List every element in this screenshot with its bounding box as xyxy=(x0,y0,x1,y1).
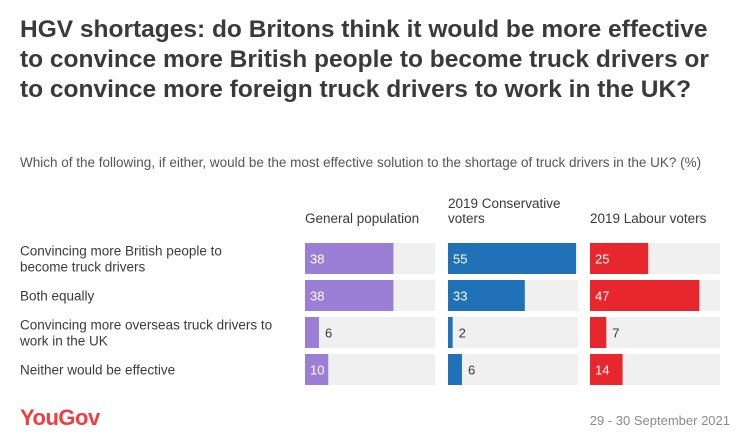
category-label: Convincing more overseas truck drivers t… xyxy=(20,318,272,333)
series-header: voters xyxy=(448,211,485,226)
data-label: 25 xyxy=(595,252,609,267)
series-header: 2019 Conservative xyxy=(448,196,561,211)
bar xyxy=(590,243,649,274)
bar xyxy=(305,317,319,348)
chart-title: HGV shortages: do Britons think it would… xyxy=(20,16,709,103)
bar xyxy=(448,280,525,311)
bar xyxy=(590,317,607,348)
data-label: 38 xyxy=(310,289,324,304)
bar xyxy=(448,243,576,274)
data-label: 47 xyxy=(595,289,609,304)
data-label: 38 xyxy=(310,252,324,267)
bar-track xyxy=(305,317,435,348)
category-label: become truck drivers xyxy=(20,260,146,275)
bar-track xyxy=(448,354,578,385)
bar xyxy=(305,280,394,311)
data-label: 55 xyxy=(453,252,467,267)
survey-date: 29 - 30 September 2021 xyxy=(589,413,730,428)
category-label: Both equally xyxy=(20,289,95,304)
bar xyxy=(305,354,329,385)
category-label: Convincing more British people to xyxy=(20,244,222,259)
data-label: 6 xyxy=(325,326,332,341)
data-label: 10 xyxy=(310,363,324,378)
data-label: 14 xyxy=(595,363,609,378)
category-label: work in the UK xyxy=(19,334,108,349)
bar-track xyxy=(448,317,578,348)
bar xyxy=(590,280,700,311)
bar xyxy=(448,317,453,348)
data-label: 2 xyxy=(459,326,466,341)
bar xyxy=(448,354,462,385)
data-label: 7 xyxy=(612,326,619,341)
data-label: 33 xyxy=(453,289,467,304)
series-header: General population xyxy=(305,211,419,226)
bar xyxy=(305,243,394,274)
bar xyxy=(590,354,623,385)
series-header: 2019 Labour voters xyxy=(590,211,707,226)
chart-subtitle: Which of the following, if either, would… xyxy=(20,155,702,170)
bar-track xyxy=(590,317,720,348)
category-label: Neither would be effective xyxy=(20,363,175,378)
yougov-logo: YouGov xyxy=(20,405,100,430)
data-label: 6 xyxy=(468,363,475,378)
